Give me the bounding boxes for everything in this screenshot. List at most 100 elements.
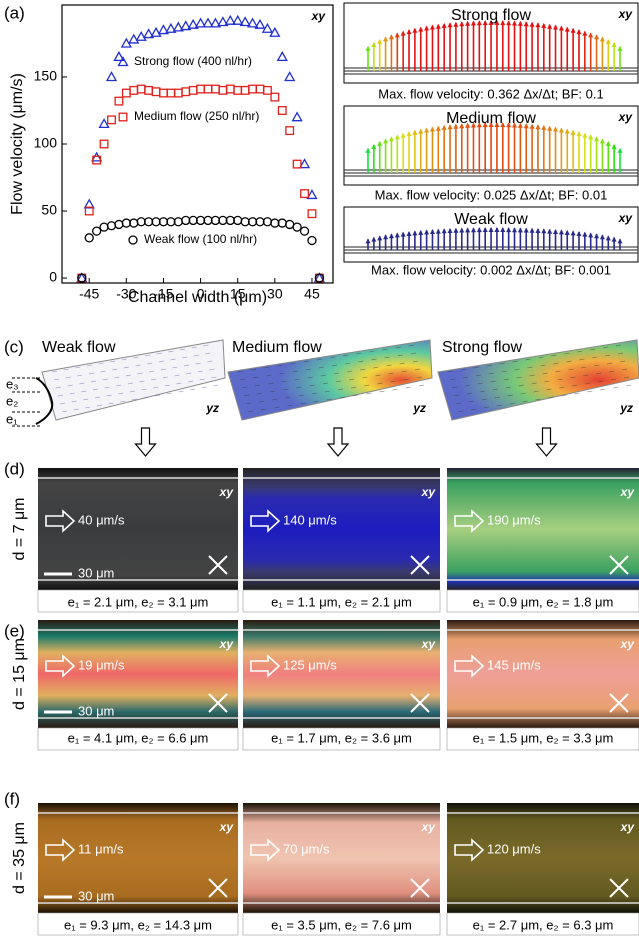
vector [203,344,209,347]
vector [174,374,180,377]
polarizer-cross [410,555,430,575]
vector [290,362,296,365]
flow-arrow-head [611,236,617,242]
flow-arrow-head [447,124,453,130]
flow-arrow-head [558,229,564,235]
vector [486,364,492,367]
vector [622,368,628,371]
flow-arrow-head [441,228,447,234]
data-point [246,17,259,28]
flow-arrow-head [599,36,605,42]
vector [270,390,276,393]
flow-arrow-head [406,231,412,237]
flow-arrow-head [465,20,471,26]
flow-arrow-head [388,34,394,40]
flow-arrow-head [576,231,582,237]
flow-arrow-head [500,122,506,128]
vector [529,374,535,377]
flow-arrow-head [365,238,371,244]
flow-arrow-head [371,236,377,242]
vector [390,380,396,383]
vector [418,384,424,387]
vector [603,346,609,349]
data-point [292,222,302,232]
vector [518,384,524,387]
vector [388,372,394,375]
layer-label: e₃ [6,376,19,391]
x-tick-label: -45 [79,286,99,302]
polarizer-cross [208,555,228,575]
flow-arrow-head [476,227,482,233]
flow-arrow-head [429,24,435,30]
flow-arrow-head [494,227,500,233]
flow-arrow-head [377,235,383,241]
data-point [194,17,207,28]
polarizer-cross [208,878,228,898]
vector [364,384,370,387]
flow-arrow-head [570,129,576,135]
flow-arrow-head [453,21,459,27]
data-point [292,159,302,169]
panel-letter: (a) [4,3,25,22]
data-point [159,88,168,98]
data-point [84,206,94,216]
data-point [270,92,280,102]
vector [151,378,157,381]
vector [349,378,355,381]
flow-arrow-head [424,229,430,235]
flow-arrow-head [588,232,594,238]
vector [483,406,489,409]
vector [285,396,291,399]
flow-speed: 125 μm/s [283,657,337,672]
vector [403,378,409,381]
flow-speed: 70 μm/s [283,841,330,856]
vector [211,376,217,379]
flow-arrow-head [400,132,406,138]
flow-arrow-head [435,125,441,131]
vector [287,404,293,407]
x-tick-label: -15 [153,286,173,302]
vector [331,364,338,367]
row-label: d = 7 μm [11,497,28,560]
data-point [225,84,235,94]
simulation-caption: Max. flow velocity: 0.362 Δx/Δt; BF: 0.1 [378,86,603,101]
flow-arrow-head [564,229,570,235]
vector [292,370,298,373]
caption-box [446,912,639,936]
flow-speed: 11 μm/s [78,841,124,856]
data-point [77,273,87,283]
flow-arrow-head [383,36,389,42]
vector [266,374,272,377]
y-tick-label: 100 [34,135,58,151]
vector [253,376,259,379]
flow-arrow-head [394,32,400,38]
vector [137,372,143,375]
polarizer-cross [410,878,430,898]
scale-bar-label: 30 μm [78,703,114,718]
data-point [277,106,287,115]
vector [557,378,563,381]
vector [451,386,458,389]
flow-speed: 40 μm/s [78,512,125,527]
vector [239,378,246,381]
vector [477,382,483,385]
vector [581,366,587,369]
plane-label: xy [620,485,636,499]
flow-arrow-head [564,26,570,32]
vector [527,366,533,369]
vector [160,368,166,371]
vector [611,378,617,381]
layer-label: e₁ [6,411,18,426]
vector [102,378,108,381]
flow-arrow-head [406,29,412,35]
vector [79,382,85,385]
vector [155,394,161,397]
vector [92,388,98,391]
flow-arrow-head [494,122,500,128]
vector [257,392,263,395]
flow-arrow-head [506,122,512,128]
vector [392,388,398,391]
vector [164,384,170,387]
vector [298,394,304,397]
simulation-title: Strong flow [451,7,531,24]
